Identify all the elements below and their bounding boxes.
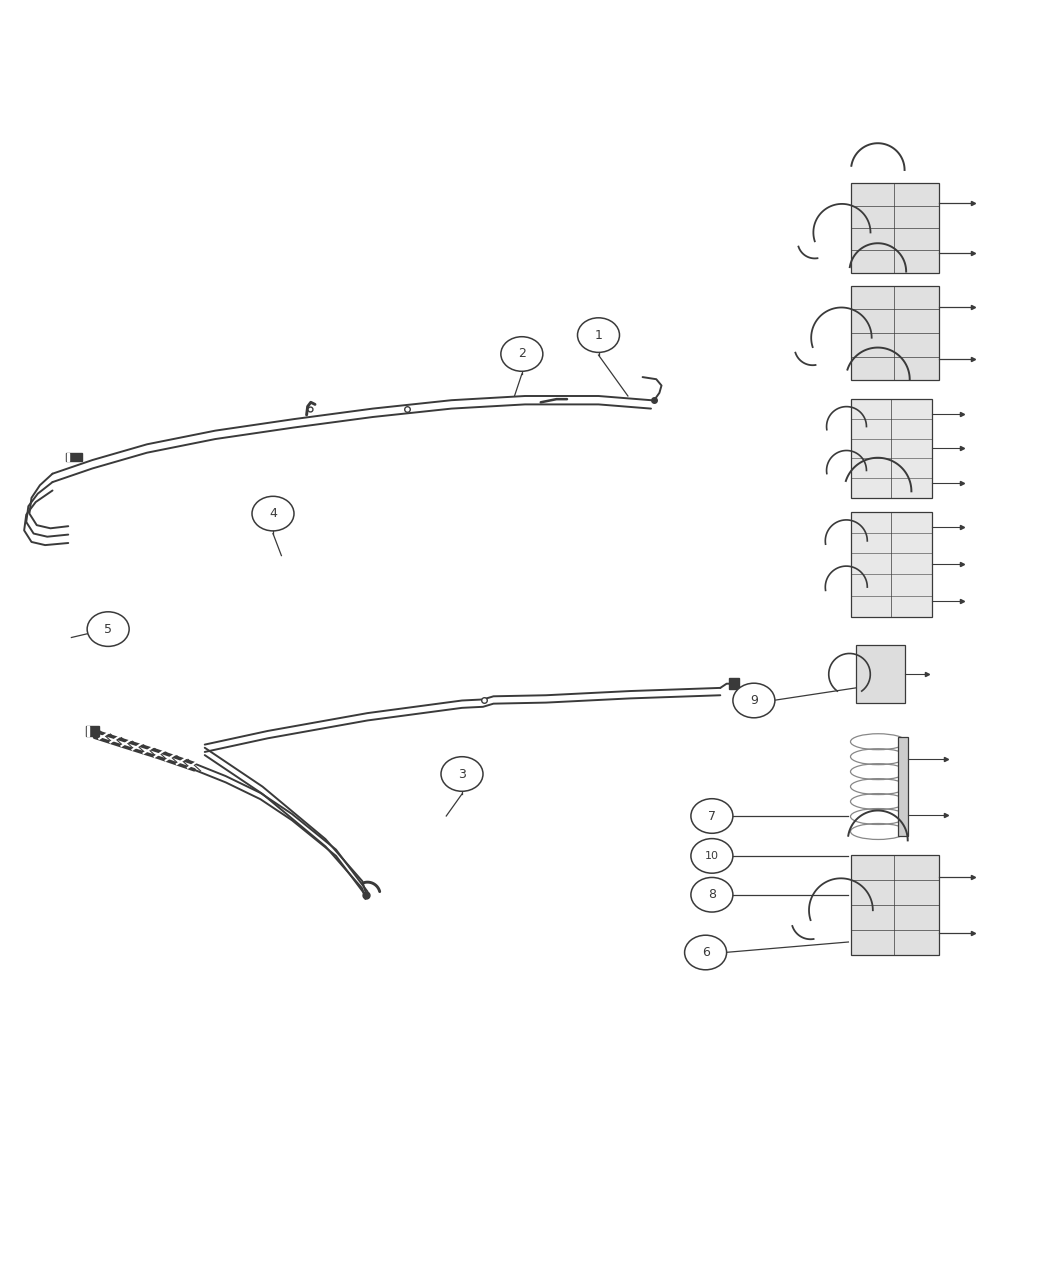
Bar	[850, 511, 932, 617]
Ellipse shape	[685, 935, 727, 970]
Ellipse shape	[733, 683, 775, 718]
Polygon shape	[67, 453, 69, 462]
Bar	[850, 399, 932, 499]
Ellipse shape	[87, 612, 129, 646]
Bar	[856, 645, 905, 703]
Ellipse shape	[691, 839, 733, 873]
Polygon shape	[66, 453, 82, 462]
Text: 10: 10	[705, 850, 719, 861]
Ellipse shape	[578, 317, 619, 352]
Text: 7: 7	[708, 810, 716, 822]
Text: 9: 9	[750, 694, 758, 708]
Text: 5: 5	[104, 622, 112, 636]
Text: 3: 3	[458, 768, 466, 780]
Text: 4: 4	[269, 507, 277, 520]
Ellipse shape	[691, 798, 733, 834]
Text: 2: 2	[518, 348, 526, 361]
Text: 8: 8	[708, 889, 716, 901]
Ellipse shape	[252, 496, 294, 530]
Bar	[850, 286, 940, 380]
Text: 6: 6	[701, 946, 710, 959]
Text: 1: 1	[594, 329, 603, 342]
Ellipse shape	[441, 756, 483, 792]
Bar	[850, 856, 940, 955]
Bar	[850, 184, 940, 273]
Ellipse shape	[691, 877, 733, 912]
Ellipse shape	[501, 337, 543, 371]
Polygon shape	[729, 678, 739, 689]
Polygon shape	[87, 725, 89, 736]
Bar	[899, 737, 908, 836]
Polygon shape	[86, 725, 99, 736]
